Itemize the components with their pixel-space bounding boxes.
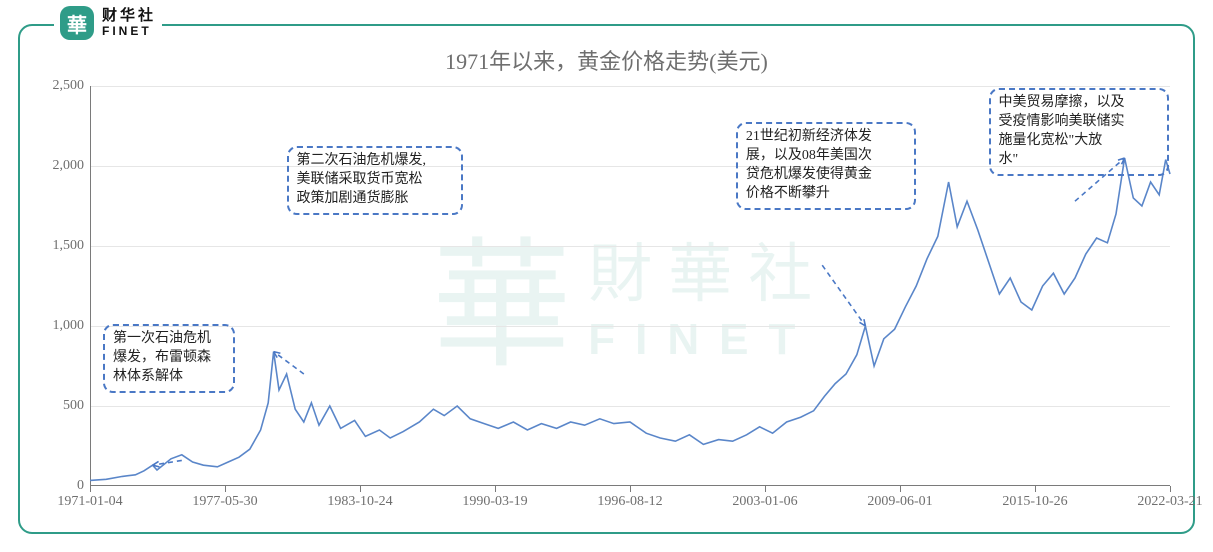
- x-tick: [765, 486, 766, 492]
- y-tick-label: 500: [63, 398, 84, 414]
- annotation-text: 第一次石油危机: [113, 330, 225, 349]
- x-tick: [1035, 486, 1036, 492]
- x-tick-label: 1996-08-12: [597, 494, 662, 510]
- brand-logo: 華 财华社 FINET: [54, 6, 162, 40]
- y-tick-label: 1,000: [53, 318, 85, 334]
- annotation-text: 中美贸易摩擦，以及: [999, 94, 1159, 113]
- x-tick-label: 2003-01-06: [732, 494, 797, 510]
- annotation-text: 水": [999, 151, 1159, 170]
- annotation-covid: 中美贸易摩擦，以及受疫情影响美联储实施量化宽松"大放水": [989, 88, 1169, 176]
- x-tick-label: 2009-06-01: [867, 494, 932, 510]
- annotation-text: 价格不断攀升: [746, 185, 906, 204]
- x-tick-label: 1977-05-30: [192, 494, 257, 510]
- annotation-text: 贷危机爆发使得黄金: [746, 166, 906, 185]
- x-tick-label: 1971-01-04: [57, 494, 122, 510]
- x-tick: [90, 486, 91, 492]
- annotation-text: 林体系解体: [113, 368, 225, 387]
- annotation-text: 第二次石油危机爆发,: [297, 152, 453, 171]
- x-tick: [630, 486, 631, 492]
- annotation-text: 美联储采取货币宽松: [297, 171, 453, 190]
- annotation-text: 展，以及08年美国次: [746, 147, 906, 166]
- annotation-text: 21世纪初新经济体发: [746, 128, 906, 147]
- x-tick: [360, 486, 361, 492]
- plot-area: 華 財華社 FINET 05001,0001,5002,0002,500 197…: [90, 86, 1170, 486]
- y-tick-label: 2,500: [53, 78, 85, 94]
- chart-title: 1971年以来，黄金价格走势(美元): [0, 44, 1213, 76]
- y-tick-label: 1,500: [53, 238, 85, 254]
- annotation-gfc: 21世纪初新经济体发展，以及08年美国次贷危机爆发使得黄金价格不断攀升: [736, 122, 916, 210]
- brand-name-cn: 财华社: [102, 8, 156, 25]
- annotation-text: 受疫情影响美联储实: [999, 113, 1159, 132]
- x-tick: [225, 486, 226, 492]
- x-tick-label: 1990-03-19: [462, 494, 527, 510]
- annotation-oil1: 第一次石油危机爆发，布雷顿森林体系解体: [103, 324, 235, 393]
- x-tick: [495, 486, 496, 492]
- brand-badge-icon: 華: [60, 6, 94, 40]
- x-tick: [1170, 486, 1171, 492]
- y-tick-label: 2,000: [53, 158, 85, 174]
- x-tick: [900, 486, 901, 492]
- annotation-oil2: 第二次石油危机爆发,美联储采取货币宽松政策加剧通货膨胀: [287, 146, 463, 215]
- x-tick-label: 1983-10-24: [327, 494, 392, 510]
- brand-name-en: FINET: [102, 25, 156, 38]
- y-tick-label: 0: [77, 478, 84, 494]
- annotation-text: 爆发，布雷顿森: [113, 349, 225, 368]
- annotation-text: 政策加剧通货膨胀: [297, 190, 453, 209]
- x-tick-label: 2015-10-26: [1002, 494, 1067, 510]
- annotation-text: 施量化宽松"大放: [999, 132, 1159, 151]
- x-tick-label: 2022-03-21: [1137, 494, 1202, 510]
